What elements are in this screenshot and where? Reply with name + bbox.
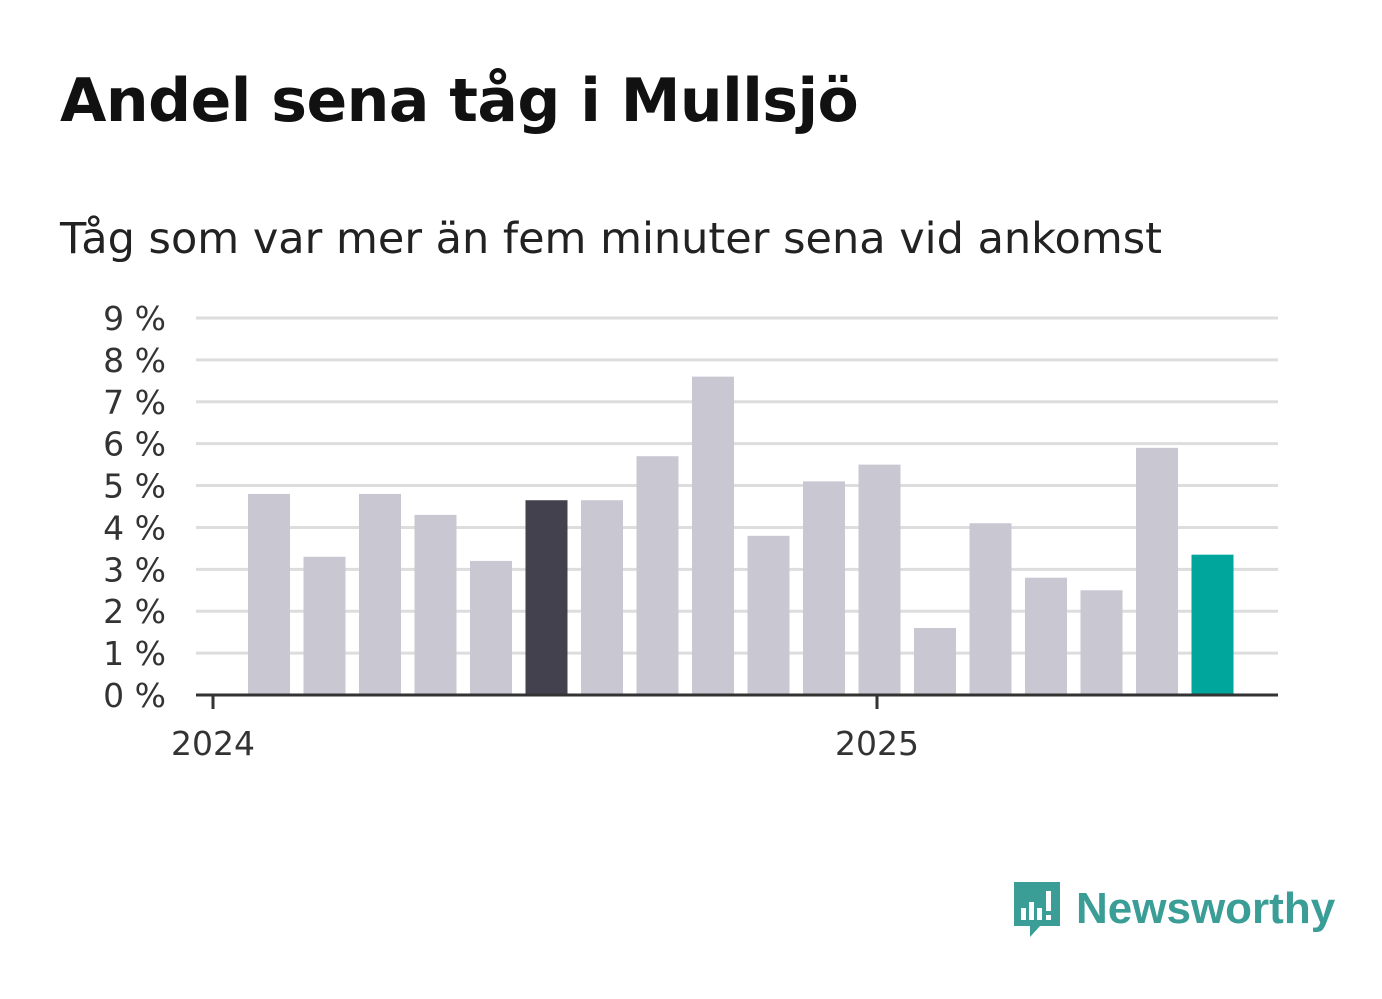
y-tick-label: 8 % [103,341,166,380]
bar [969,523,1012,695]
grid-lines [196,316,1278,655]
bar [470,560,512,695]
x-tick-label: 2025 [835,724,919,763]
y-tick-label: 5 % [103,467,166,506]
bar-chart: 0 %1 %2 %3 %4 %5 %6 %7 %8 %9 % 2024 2025 [103,299,1278,763]
bar [248,493,290,695]
y-tick-label: 1 % [103,634,166,673]
bar [414,514,457,695]
bar [581,500,623,695]
brand[interactable]: Newsworthy [1010,878,1335,940]
bar [803,481,845,695]
bar [359,493,401,695]
bar [525,500,568,695]
chart-title: Andel sena tåg i Mullsjö [60,66,859,136]
y-tick-label: 2 % [103,592,166,631]
bar [303,556,346,695]
bar [636,456,679,695]
bar [1080,590,1123,695]
bar [1136,447,1178,695]
bar [692,376,734,695]
newsworthy-logo-icon [1014,882,1060,937]
bar [747,535,790,695]
y-tick-label: 3 % [103,550,166,589]
x-tick-label: 2024 [171,724,255,763]
bars [248,376,1234,695]
y-axis-ticks: 0 %1 %2 %3 %4 %5 %6 %7 %8 %9 % [103,299,166,715]
bar [914,627,956,695]
bar [1025,577,1067,695]
y-tick-label: 7 % [103,383,166,422]
bar [1191,554,1234,695]
x-axis-ticks: 2024 2025 [171,695,919,763]
y-tick-label: 9 % [103,299,166,338]
brand-name: Newsworthy [1076,884,1336,933]
y-tick-label: 0 % [103,676,166,715]
bar [858,464,901,695]
y-tick-label: 4 % [103,508,166,547]
y-tick-label: 6 % [103,425,166,464]
chart-subtitle: Tåg som var mer än fem minuter sena vid … [60,214,1163,264]
